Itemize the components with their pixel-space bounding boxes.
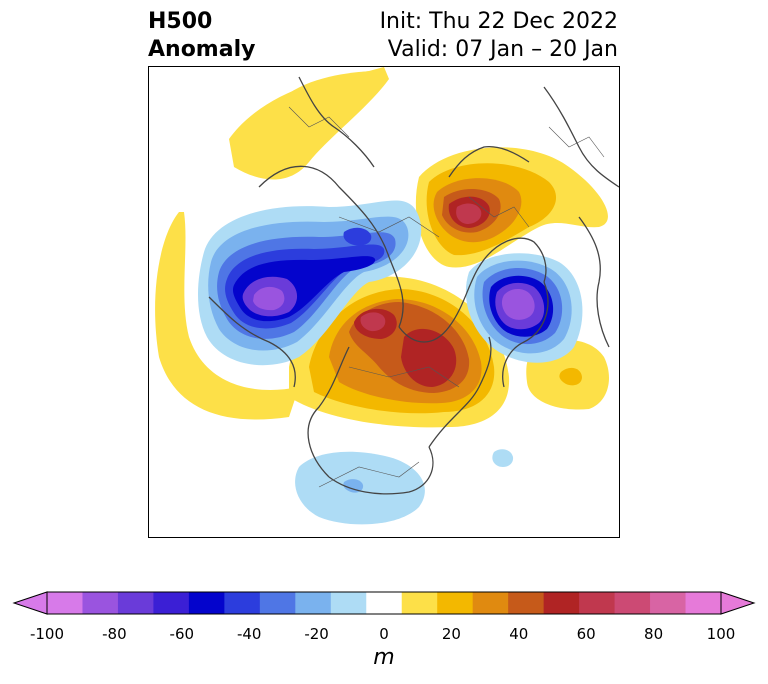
colorbar-ticks: -100 -80 -60 -40 -20 0 20 40 60 80 100: [0, 625, 768, 647]
colorbar-segment: [650, 592, 687, 614]
colorbar-tick-label: 100: [706, 625, 736, 643]
colorbar: [12, 591, 756, 615]
colorbar-segment: [117, 592, 154, 614]
colorbar-segment: [259, 592, 296, 614]
colorbar-segment: [47, 592, 83, 614]
colorbar-unit-label: m: [373, 645, 395, 670]
title-left: H500 Anomaly: [148, 8, 255, 64]
colorbar-tick-label: -20: [304, 625, 329, 643]
title-right: Init: Thu 22 Dec 2022 Valid: 07 Jan – 20…: [380, 8, 618, 64]
colorbar-segment: [614, 592, 651, 614]
colorbar-segments: [47, 592, 722, 614]
colorbar-segment: [82, 592, 119, 614]
colorbar-segment: [685, 592, 722, 614]
map-panel: [148, 66, 620, 538]
colorbar-tick-label: 60: [576, 625, 596, 643]
init-date: Init: Thu 22 Dec 2022: [379, 9, 618, 34]
pacific-arc: [155, 212, 299, 420]
colorbar-tick-label: -80: [102, 625, 127, 643]
colorbar-segment: [401, 592, 438, 614]
positive-anomalies: [155, 67, 609, 428]
colorbar-segment: [508, 592, 545, 614]
negative-anomalies: [198, 200, 583, 525]
colorbar-segment: [188, 592, 225, 614]
colorbar-tick-label: 20: [441, 625, 461, 643]
pacific-trough-7: [253, 286, 285, 311]
colorbar-tick-label: 80: [644, 625, 664, 643]
colorbar-tick-label: -100: [29, 625, 65, 643]
colorbar-segment: [543, 592, 580, 614]
country-borders: [288, 106, 605, 488]
colorbar-segment: [437, 592, 474, 614]
colorbar-tick-label: -60: [169, 625, 195, 643]
colorbar-segment: [153, 592, 190, 614]
colorbar-tick-label: 40: [509, 625, 529, 643]
colorbar-under-arrow: [12, 591, 48, 615]
anomaly-map: [155, 67, 619, 525]
alaska-trough-core: [343, 227, 372, 246]
colorbar-over-arrow: [720, 591, 756, 615]
east-pacific-core: [559, 367, 582, 386]
arctic-ridge-peak2: [401, 328, 457, 387]
colorbar-tick-label: -40: [236, 625, 262, 643]
colorbar-tick-label: 0: [379, 625, 389, 643]
title-type: Anomaly: [148, 37, 256, 62]
colorbar-segment: [295, 592, 332, 614]
colorbar-segment: [472, 592, 509, 614]
colorbar-segment: [579, 592, 616, 614]
siberia-ridge-core: [283, 71, 374, 138]
colorbar-frame: [46, 591, 722, 615]
valid-range: Valid: 07 Jan – 20 Jan: [387, 37, 618, 62]
colorbar-segment: [366, 592, 403, 614]
atlantic-trough: [492, 449, 514, 467]
colorbar-segment: [224, 592, 261, 614]
title-variable: H500: [148, 9, 213, 34]
arctic-ridge-max: [360, 312, 386, 332]
coastlines: [208, 76, 619, 495]
us-trough-core: [343, 479, 364, 493]
colorbar-segment: [330, 592, 367, 614]
europe-ridge-max: [456, 203, 482, 224]
asia-trough-6: [501, 289, 535, 320]
